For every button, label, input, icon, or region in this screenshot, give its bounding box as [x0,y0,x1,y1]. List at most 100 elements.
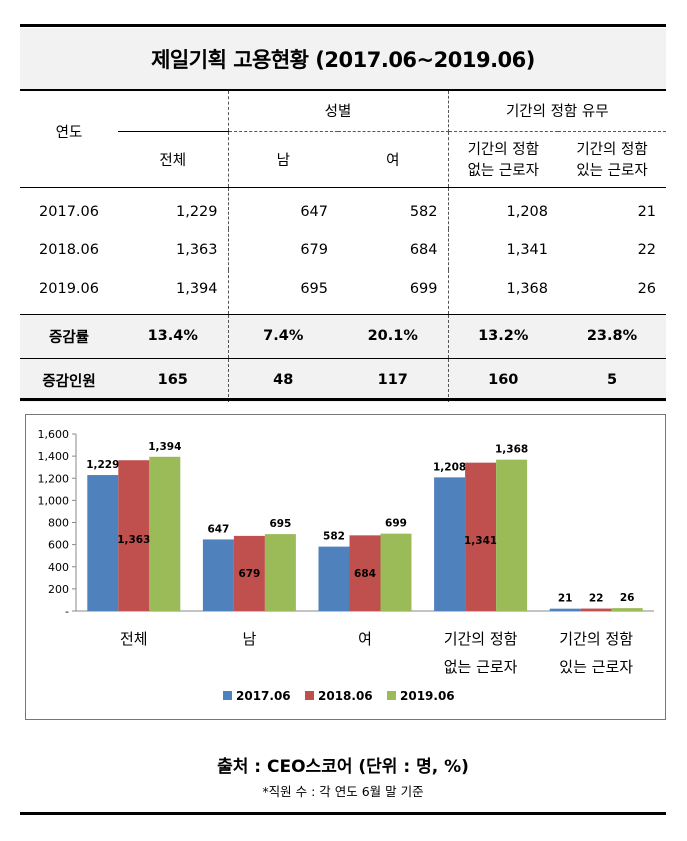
data-label: 679 [238,568,260,580]
male-cell: 647 [300,204,328,221]
table-bottom-rule [20,398,666,401]
bar [380,533,412,611]
growth-rate-total: 13.4% [118,314,229,359]
bar [580,608,612,611]
fixed-header: 기간의 정함 있는 근로자 [558,131,667,188]
legend-swatch [223,691,232,700]
bar [202,539,234,611]
data-label: 1,341 [464,535,497,547]
contract-header: 기간의 정함 유무 [448,91,667,132]
bar [87,475,119,611]
legend-label: 2019.06 [400,689,455,703]
bar [149,456,181,611]
category-label: 기간의 정함 [559,630,633,648]
legend-swatch [305,691,314,700]
female-header: 여 [338,131,449,188]
data-label: 1,363 [117,534,150,546]
data-label: 582 [323,531,345,543]
y-tick-label: 200 [48,583,69,596]
category-label: 여 [358,630,372,648]
permanent-header-line2: 없는 근로자 [467,163,539,179]
growth-rate-male: 7.4% [228,314,338,359]
growth-rate-label: 증감률 [20,314,118,359]
y-tick-label: 1,000 [38,494,70,507]
data-label: 1,394 [148,441,181,453]
bar [264,534,296,611]
total-cell: 1,394 [118,270,229,315]
y-tick-label: 400 [48,561,69,574]
permanent-header-line1: 기간의 정함 [467,142,539,158]
growth-rate-female: 20.1% [338,314,449,359]
header-spacer [118,91,229,131]
permanent-cell: 1,341 [506,241,548,258]
top-rule [20,24,666,27]
category-label: 남 [242,630,256,648]
title-banner: 제일기획 고용현황 (2017.06~2019.06) [20,28,666,90]
data-label: 684 [354,568,376,580]
growth-count-female: 117 [338,358,449,402]
title-rule [20,89,666,91]
bottom-rule [20,812,666,815]
male-cell: 695 [228,270,338,315]
growth-rate-fixed: 23.8% [558,314,667,359]
permanent-header: 기간의 정함 없는 근로자 [448,131,558,188]
bar [549,608,581,611]
table-row: 2017.06 1,229 647 582 1,208 21 [20,187,666,229]
category-label: 있는 근로자 [559,658,633,676]
growth-count-total: 165 [118,358,229,402]
male-cell: 679 [300,241,328,258]
y-tick-label: 1,600 [38,428,70,441]
female-cell: 684 [338,229,449,270]
data-label: 695 [269,518,291,530]
category-label: 전체 [120,630,148,648]
y-tick-label: 800 [48,517,69,530]
year-cell: 2017.06 [39,204,99,221]
bar [118,460,150,611]
female-cell: 699 [338,270,449,315]
data-label: 1,368 [495,444,528,456]
table-row: 2018.06 1,363 679 684 1,341 22 [20,229,666,270]
gender-header: 성별 [228,91,449,132]
source-text: 출처 : CEO스코어 (단위 : 명, %) [217,757,469,777]
year-cell: 2019.06 [20,270,118,315]
legend-label: 2018.06 [318,689,373,703]
note-text: *직원 수 : 각 연도 6월 말 기준 [262,784,424,799]
data-label: 22 [589,593,604,605]
male-header: 남 [228,131,338,188]
permanent-cell: 1,208 [506,204,548,221]
bar [434,477,466,611]
year-header: 연도 [20,91,118,188]
permanent-cell: 1,368 [448,270,558,315]
total-cell: 1,363 [118,229,229,270]
female-cell: 582 [338,187,449,229]
data-label: 1,229 [86,459,119,471]
data-label: 1,208 [433,461,466,473]
growth-rate-row: 증감률 13.4% 7.4% 20.1% 13.2% 23.8% [20,314,667,359]
y-tick-label: 1,200 [38,472,70,485]
category-label: 기간의 정함 [444,630,518,648]
page-title: 제일기획 고용현황 (2017.06~2019.06) [151,48,535,72]
bar [465,462,497,611]
category-label: 없는 근로자 [444,658,518,676]
fixed-header-line1: 기간의 정함 [576,142,648,158]
employment-table: 연도 성별 기간의 정함 유무 전체 남 여 기간의 정함 없는 근로자 기간의… [20,91,667,402]
total-header: 전체 [118,130,229,188]
bar [496,459,528,611]
y-tick-label: 1,400 [38,450,70,463]
data-label: 21 [558,593,573,605]
growth-count-male: 48 [228,358,338,402]
fixed-cell: 21 [637,204,657,221]
growth-rate-permanent: 13.2% [448,314,558,359]
legend-label: 2017.06 [236,689,291,703]
data-label: 647 [207,523,229,535]
growth-count-row: 증감인원 165 48 117 160 5 [20,358,667,402]
y-tick-label: - [65,605,69,618]
fixed-cell: 22 [637,241,657,258]
year-cell: 2018.06 [39,241,99,258]
bar [233,535,265,611]
bar [611,608,643,611]
legend-swatch [387,691,396,700]
chart-frame: - 200 400 600 800 1,000 1,200 1,400 1,600 1,229 1,… [25,414,666,720]
y-tick-label: 600 [48,539,69,552]
table-row: 2019.06 1,394 695 699 1,368 26 [20,270,667,315]
